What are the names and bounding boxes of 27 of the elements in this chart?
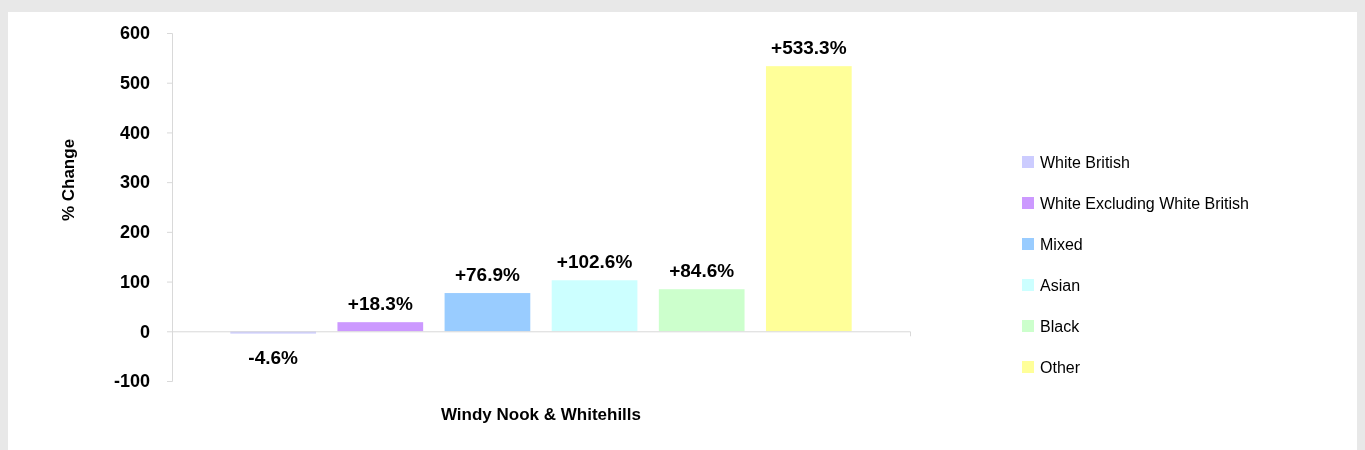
y-tick-label: -100: [113, 371, 150, 392]
y-axis-title: % Change: [59, 138, 78, 222]
legend-label: White British: [1040, 154, 1130, 171]
y-tick-label: 0: [139, 321, 150, 342]
y-tick-label: 500: [119, 72, 150, 93]
bar: [658, 289, 745, 332]
legend-label: Black: [1040, 318, 1081, 335]
legend-label: White Excluding White British: [1040, 195, 1249, 212]
legend-label: Mixed: [1040, 236, 1083, 253]
data-label: +76.9%: [454, 264, 521, 286]
y-tick-label: 200: [119, 222, 150, 243]
bar: [551, 280, 638, 332]
bar: [765, 66, 852, 332]
x-tick-label: Windy Nook & Whitehills: [440, 405, 642, 424]
y-tick-label: 100: [119, 271, 150, 292]
y-tick-label: 600: [119, 23, 150, 44]
y-tick-label: 400: [119, 122, 150, 143]
data-label: +102.6%: [556, 251, 633, 273]
data-label: +18.3%: [347, 293, 413, 315]
data-label: +533.3%: [771, 37, 847, 59]
y-tick-label: 300: [119, 172, 150, 193]
legend-label: Other: [1040, 359, 1081, 376]
legend-label: Asian: [1040, 277, 1081, 294]
bar: [444, 293, 531, 332]
bar: [337, 322, 424, 332]
data-label: -4.6%: [248, 346, 299, 368]
data-label: +84.6%: [669, 260, 735, 282]
